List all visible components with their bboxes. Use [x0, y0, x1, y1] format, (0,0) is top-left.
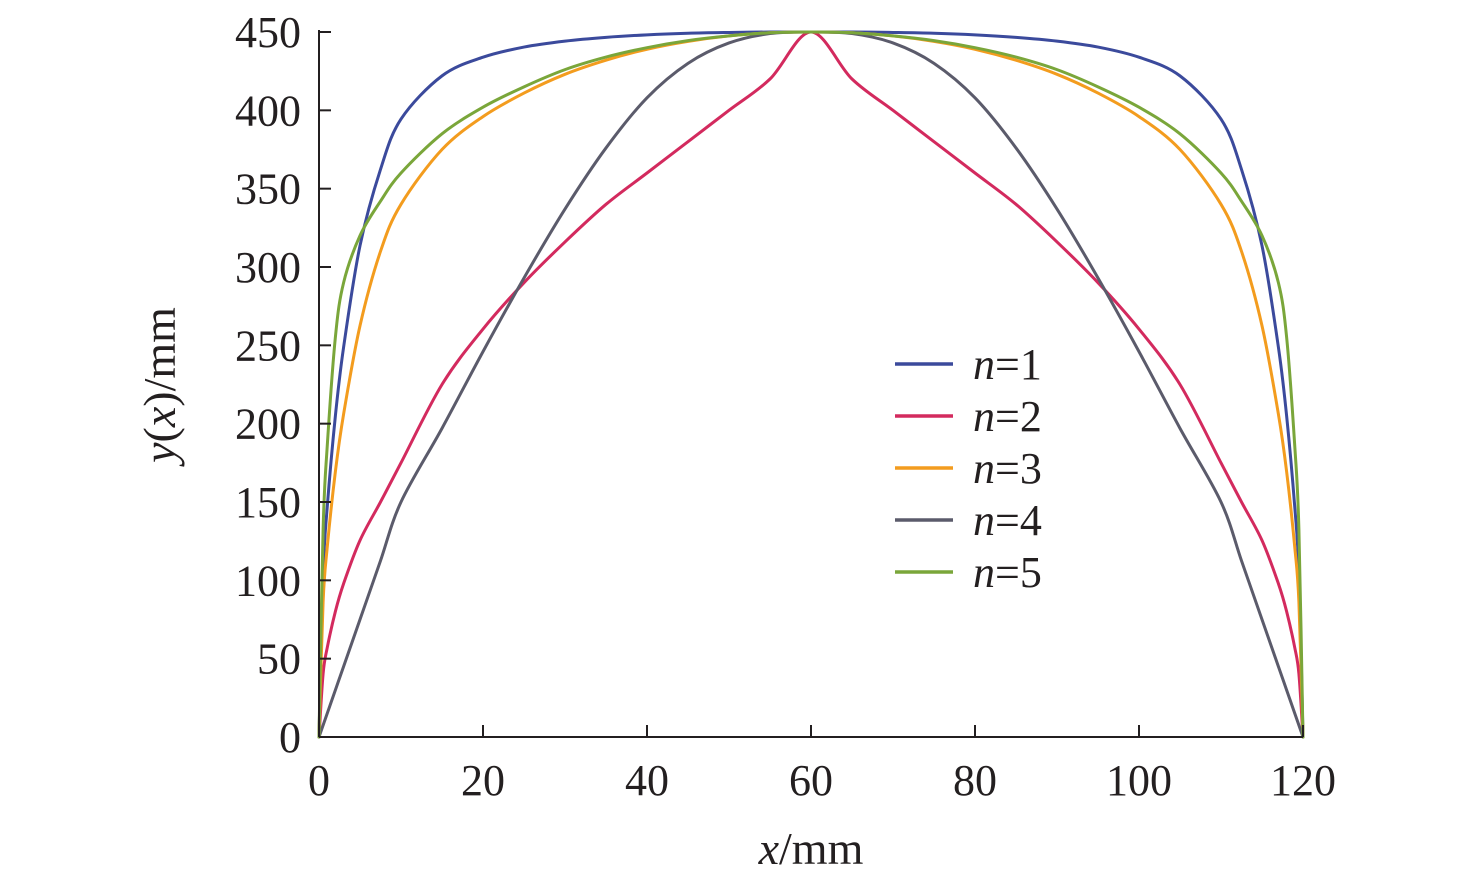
legend-label: n=5: [973, 548, 1042, 597]
y-tick-label: 350: [235, 165, 301, 214]
legend-label: n=2: [973, 392, 1042, 441]
x-tick-label: 60: [789, 756, 833, 805]
x-tick-label: 20: [461, 756, 505, 805]
legend-label: n=3: [973, 444, 1042, 493]
x-tick-label: 100: [1106, 756, 1172, 805]
x-axis-label: x/mm: [758, 823, 864, 874]
legend-item-n-3: n=3: [895, 444, 1042, 493]
legend-label: n=1: [973, 340, 1042, 389]
legend-label: n=4: [973, 496, 1042, 545]
y-tick-label: 150: [235, 478, 301, 527]
x-tick-label: 40: [625, 756, 669, 805]
series-line-n-5: [317, 30, 1305, 739]
legend-item-n-4: n=4: [895, 496, 1042, 545]
series-layer: [317, 30, 1305, 739]
legend: n=1n=2n=3n=4n=5: [895, 340, 1042, 597]
legend-item-n-1: n=1: [895, 340, 1042, 389]
y-tick-label: 200: [235, 400, 301, 449]
y-tick-label: 100: [235, 556, 301, 605]
legend-item-n-2: n=2: [895, 392, 1042, 441]
labels-layer: x/mm y(x)/mm: [134, 307, 864, 874]
y-tick-label: 250: [235, 321, 301, 370]
legend-item-n-5: n=5: [895, 548, 1042, 597]
y-tick-label: 0: [279, 713, 301, 762]
y-tick-label: 50: [257, 635, 301, 684]
x-tick-label: 120: [1270, 756, 1336, 805]
y-tick-label: 400: [235, 86, 301, 135]
x-tick-label: 0: [308, 756, 330, 805]
x-tick-label: 80: [953, 756, 997, 805]
y-tick-label: 450: [235, 8, 301, 57]
y-axis-label: y(x)/mm: [134, 307, 185, 467]
series-line-n-4: [317, 30, 1305, 739]
y-tick-label: 300: [235, 243, 301, 292]
ticks-layer: 0 20 40 60 80 100 120 0 50 100 150 200 250 300 350 400 4…: [235, 8, 1336, 805]
